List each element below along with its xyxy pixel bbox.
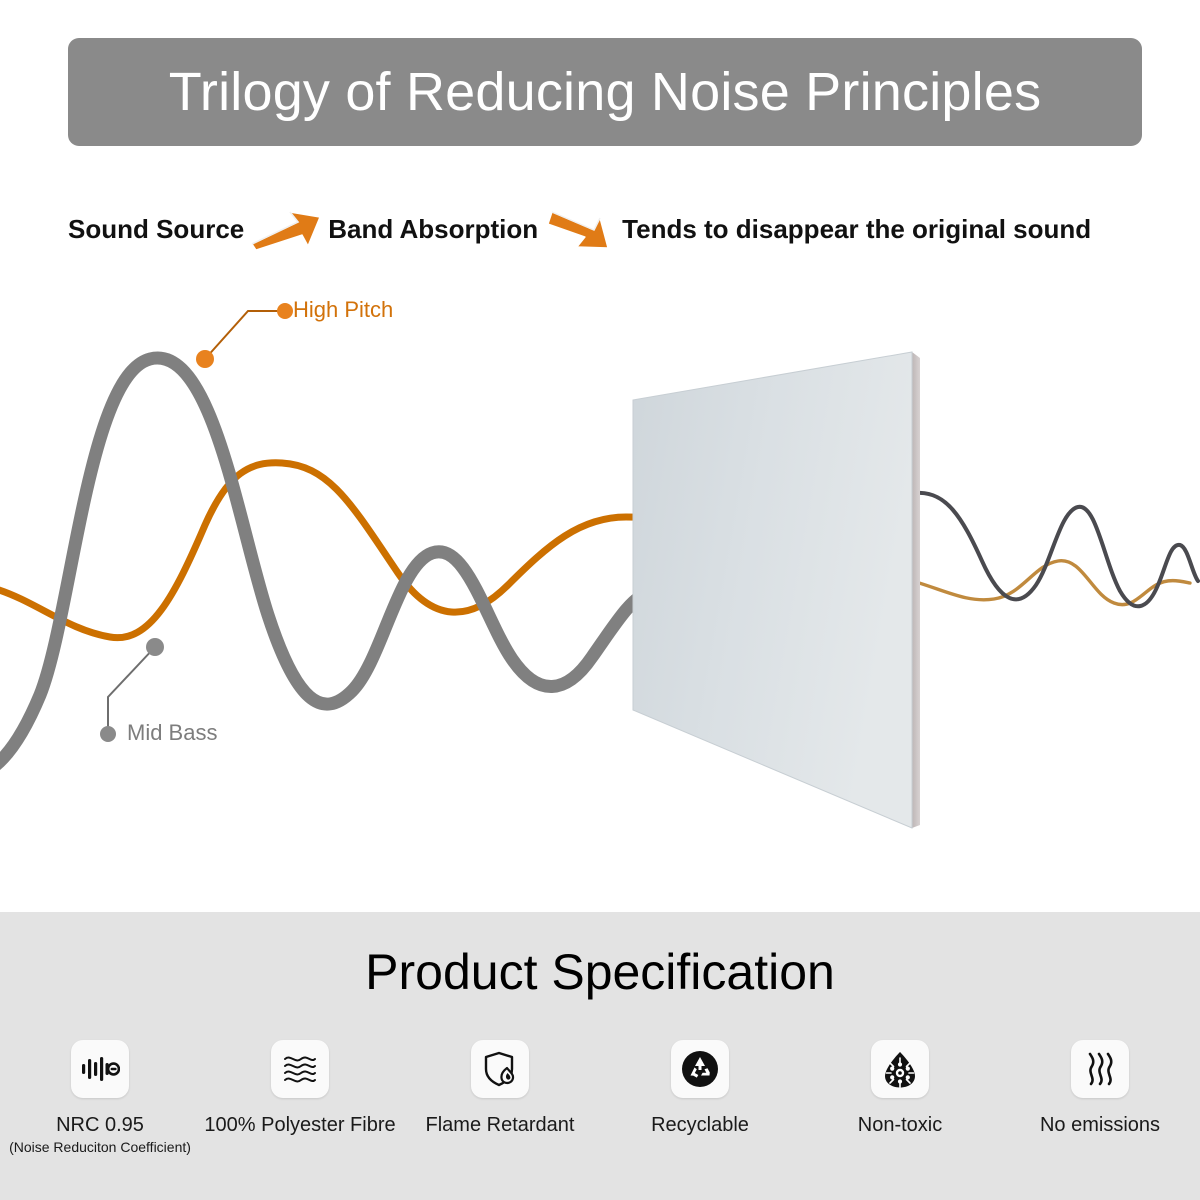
callout-label-high-pitch: High Pitch (293, 297, 394, 322)
spec-item-non-toxic: Non-toxic (805, 1040, 995, 1140)
shield-flame-icon (471, 1040, 529, 1098)
mid-bass-anchor-dot (146, 638, 164, 656)
mid-bass-callout (100, 638, 164, 742)
mid-bass-label-dot (100, 726, 116, 742)
fibre-waves-icon (271, 1040, 329, 1098)
arrow-up-right-icon (244, 205, 328, 253)
page-title: Trilogy of Reducing Noise Principles (168, 62, 1042, 122)
spec-item-polyester: 100% Polyester Fibre (204, 1040, 396, 1140)
flow-step-disappear: Tends to disappear the original sound (622, 214, 1092, 244)
spec-section-title: Product Specification (365, 944, 835, 1000)
spec-label-non-toxic: Non-toxic (857, 1114, 943, 1136)
spec-label-no-emissions: No emissions (1039, 1114, 1161, 1136)
mid-bass-wave (0, 459, 640, 642)
acoustic-diagram (0, 255, 1200, 905)
flow-step-sound-source: Sound Source (68, 214, 245, 244)
process-flow-row: Sound Source Band Absorption Tends to di… (68, 205, 1143, 253)
callout-label-mid-bass: Mid Bass (127, 720, 218, 745)
title-banner: Trilogy of Reducing Noise Principles (68, 38, 1142, 146)
acoustic-panel (632, 351, 920, 829)
high-pitch-anchor-dot (196, 350, 214, 368)
high-pitch-label-dot (277, 303, 293, 319)
spec-item-no-emissions: No emissions (1005, 1040, 1195, 1140)
product-specification-section: Product Specification (0, 912, 1200, 1200)
recycle-icon (671, 1040, 729, 1098)
sound-mute-icon (71, 1040, 129, 1098)
high-pitch-wave-attenuated (920, 491, 1200, 609)
high-pitch-wave (0, 351, 640, 770)
spec-label-nrc: NRC 0.95 (56, 1114, 144, 1136)
arrow-down-right-icon (538, 205, 622, 253)
spec-item-recyclable: Recyclable (605, 1040, 795, 1140)
spec-sub-nrc: (Noise Reduciton Coefficient) (9, 1139, 191, 1155)
spec-label-polyester: 100% Polyester Fibre (204, 1114, 396, 1136)
spec-item-nrc: NRC 0.95 (Noise Reduciton Coefficient) (5, 1040, 195, 1155)
spec-items-row: NRC 0.95 (Noise Reduciton Coefficient) (0, 1040, 1200, 1155)
spec-label-recyclable: Recyclable (651, 1114, 749, 1136)
spec-label-flame-retardant: Flame Retardant (425, 1114, 575, 1136)
no-emissions-icon (1071, 1040, 1129, 1098)
spec-item-flame-retardant: Flame Retardant (405, 1040, 595, 1140)
non-toxic-droplet-icon (871, 1040, 929, 1098)
high-pitch-callout (196, 303, 293, 368)
flow-step-band-absorption: Band Absorption (328, 214, 539, 244)
